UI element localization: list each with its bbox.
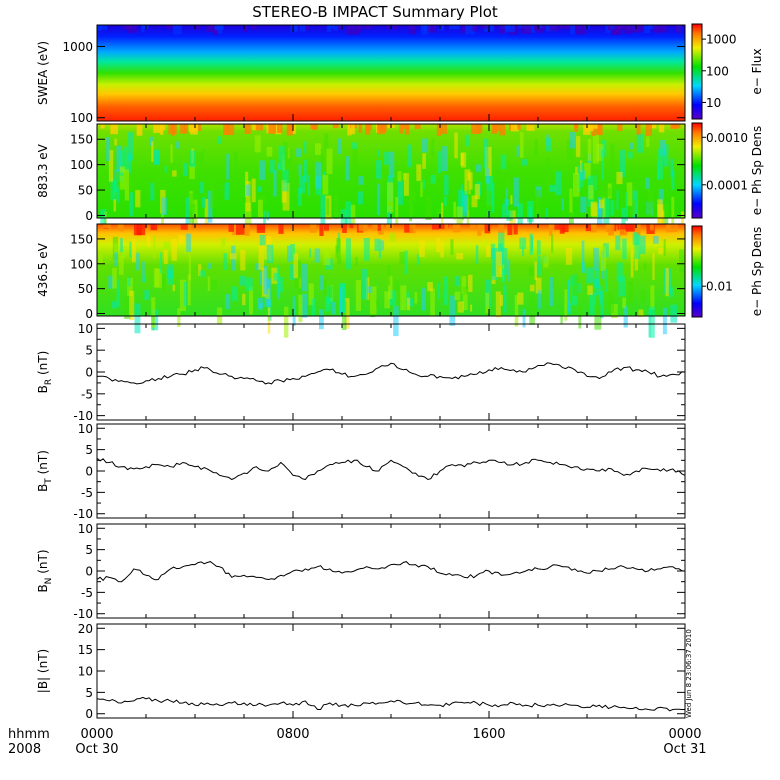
y-tick-label: 10 [78, 422, 93, 436]
panel-6: 10 5 0 -5 -10 BN (nT) [36, 522, 686, 621]
colorbar-3 [691, 225, 703, 318]
series-line-4 [96, 362, 686, 385]
y-tick-label: 1000 [62, 40, 93, 54]
colorbar-tick-label: 0.0010 [706, 131, 748, 145]
y-axis-label-2: 883.3 eV [36, 143, 50, 198]
x-tick-date-label: Oct 31 [663, 742, 706, 757]
y-axis-label-5: BT (nT) [36, 450, 54, 492]
colorbar-tick-label: 0.0001 [706, 178, 748, 192]
y-axis-label-4: BR (nT) [36, 351, 54, 394]
series-line-7 [96, 696, 685, 712]
y-tick-label: -5 [81, 387, 93, 401]
y-tick-label: -10 [73, 507, 93, 521]
y-tick-label: 100 [70, 111, 93, 125]
x-tick-label: 0000 [668, 727, 701, 742]
y-axis-label-7: |B| (nT) [36, 649, 50, 693]
y-tick-label: 0 [85, 307, 93, 321]
y-tick-label: 5 [85, 443, 93, 457]
y-tick-label: 0 [85, 366, 93, 380]
spectrogram-1 [97, 25, 685, 121]
y-axis-label-3: 436.5 eV [36, 242, 50, 297]
colorbar-tick-label: 100 [706, 64, 729, 78]
y-tick-label: 150 [70, 232, 93, 246]
colorbar-tick-label: 10 [706, 96, 721, 110]
y-tick-label: 15 [78, 643, 93, 657]
colorbar-label-2: e− Ph Sp Dens [750, 126, 764, 215]
colorbar-label-3: e− Ph Sp Dens [750, 227, 764, 316]
panel-4: 10 5 0 -5 -10 BR (nT) [36, 322, 686, 423]
y-tick-label: 50 [78, 184, 93, 198]
panel-frame-7 [96, 623, 686, 719]
y-tick-label: 20 [78, 622, 93, 636]
panel-2: 150 100 50 0 883.3 eV 0.0010 0.0001 e− Ph Sp De… [36, 122, 764, 240]
y-tick-label: 0 [85, 209, 93, 223]
y-tick-label: 100 [70, 158, 93, 172]
y-tick-label: 150 [70, 133, 93, 147]
y-tick-label: 5 [85, 686, 93, 700]
y-tick-label: -5 [81, 486, 93, 500]
y-tick-label: 100 [70, 257, 93, 271]
spectrogram-texture-3 [98, 224, 684, 338]
series-line-6 [96, 561, 686, 583]
y-tick-label: 50 [78, 282, 93, 296]
colorbar-tick-label: 1000 [706, 33, 737, 47]
colorbar-2 [691, 122, 703, 219]
y-tick-label: -10 [73, 607, 93, 621]
generation-timestamp: Wed Jun 8 23:06:37 2010 [685, 629, 693, 718]
panel-3: 150 100 50 0 436.5 eV 0.01 e− Ph Sp Dens [36, 223, 764, 338]
x-tick-date-label: Oct 30 [75, 742, 118, 757]
x-tick-label: 1600 [472, 727, 505, 742]
y-axis-label-6: BN (nT) [36, 549, 54, 592]
colorbar-tick-label: 0.01 [706, 280, 733, 294]
spectrogram-texture-1 [97, 25, 682, 35]
colorbar-label-1: e− Flux [750, 48, 764, 94]
x-tick-label: 0800 [276, 727, 309, 742]
spectrogram-texture-2 [100, 124, 684, 240]
y-tick-label: 10 [78, 322, 93, 336]
y-tick-label: 0 [85, 465, 93, 479]
y-tick-label: 5 [85, 543, 93, 557]
plot-title: STEREO-B IMPACT Summary Plot [252, 3, 498, 21]
y-tick-label: 0 [85, 565, 93, 579]
series-line-5 [96, 457, 686, 481]
x-axis-row1-label: hhmm [8, 727, 50, 742]
panel-7: 20 15 10 5 0 |B| (nT) [36, 622, 686, 721]
y-tick-label: 0 [85, 707, 93, 721]
y-tick-label: 10 [78, 522, 93, 536]
colorbar-1 [691, 23, 703, 120]
x-axis-row2-label: 2008 [8, 742, 41, 757]
panel-frame-4 [96, 323, 686, 421]
panel-5: 10 5 0 -5 -10 BT (nT) [36, 422, 686, 521]
y-tick-label: 5 [85, 344, 93, 358]
y-tick-label: 10 [78, 665, 93, 679]
y-tick-label: -5 [81, 586, 93, 600]
x-tick-label: 0000 [80, 727, 113, 742]
y-axis-label-1: SWEA (eV) [36, 41, 50, 105]
y-tick-label: -10 [73, 409, 93, 423]
panel-1: 1000 100 SWEA (eV) 1000 100 10 e− Flux [36, 23, 764, 125]
